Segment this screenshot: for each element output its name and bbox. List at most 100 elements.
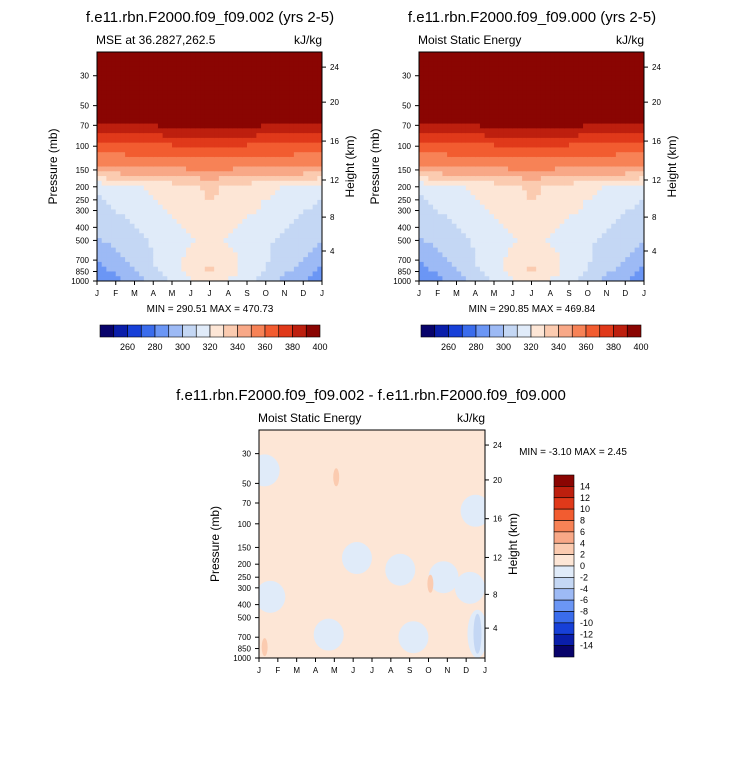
field-cell xyxy=(289,56,295,63)
field-cell xyxy=(256,228,262,234)
field-cell xyxy=(209,52,215,58)
field-cell xyxy=(157,261,164,268)
field-cell xyxy=(111,261,117,268)
field-cell xyxy=(470,238,476,244)
field-cell xyxy=(545,104,551,110)
field-cell xyxy=(172,180,178,187)
x-tick-label: D xyxy=(463,666,469,675)
field-cell xyxy=(470,118,476,125)
field-cell xyxy=(451,209,458,215)
field-cell xyxy=(223,257,229,263)
field-cell xyxy=(564,223,570,230)
field-cell xyxy=(111,156,117,163)
field-cell xyxy=(620,233,626,239)
field-cell xyxy=(162,228,168,234)
field-cell xyxy=(597,128,603,134)
field-cell xyxy=(242,247,248,253)
field-cell xyxy=(279,156,286,163)
field-cell xyxy=(247,61,253,67)
field-cell xyxy=(237,252,243,258)
field-cell xyxy=(442,252,448,258)
field-cell xyxy=(475,238,481,244)
field-cell xyxy=(639,223,644,230)
field-cell xyxy=(214,52,220,58)
field-cell xyxy=(275,171,281,177)
field-cell xyxy=(129,204,136,211)
field-cell xyxy=(312,238,318,244)
field-cell xyxy=(508,214,514,220)
field-cell xyxy=(139,90,145,96)
field-cell xyxy=(111,66,117,72)
field-cell xyxy=(139,61,145,67)
field-cell xyxy=(181,94,187,101)
field-cell xyxy=(470,276,476,281)
field-cell xyxy=(181,123,187,129)
field-cell xyxy=(270,123,276,129)
field-cell xyxy=(559,180,565,187)
field-cell xyxy=(517,233,523,239)
field-cell xyxy=(209,209,215,215)
field-cell xyxy=(606,156,612,163)
field-cell xyxy=(148,133,154,139)
field-cell xyxy=(569,242,575,249)
field-cell xyxy=(209,228,215,234)
field-cell xyxy=(629,118,636,125)
field-cell xyxy=(498,176,504,182)
field-cell xyxy=(615,114,622,120)
field-cell xyxy=(101,133,107,139)
field-cell xyxy=(256,214,262,220)
field-cell xyxy=(120,238,126,244)
field-cell xyxy=(484,223,490,230)
y-tick-label: 150 xyxy=(238,543,252,552)
field-cell xyxy=(442,128,448,134)
field-cell xyxy=(134,176,140,182)
field-cell xyxy=(639,271,644,277)
field-cell xyxy=(270,61,276,67)
field-cell xyxy=(569,199,575,206)
field-cell xyxy=(172,94,178,101)
field-cell xyxy=(564,171,570,177)
field-cell xyxy=(97,238,103,244)
field-cell xyxy=(489,218,495,225)
field-cell xyxy=(456,204,462,211)
field-cell xyxy=(564,180,570,187)
field-cell xyxy=(526,123,533,129)
field-cell xyxy=(606,75,612,82)
field-cell xyxy=(162,123,168,129)
field-cell xyxy=(214,156,220,163)
field-cell xyxy=(186,209,192,215)
field-cell xyxy=(433,109,439,115)
colorbar-swatch xyxy=(461,324,477,338)
x-tick-label: D xyxy=(300,289,306,298)
field-cell xyxy=(498,128,504,134)
field-cell xyxy=(265,261,272,268)
field-cell xyxy=(298,128,304,134)
field-cell xyxy=(461,137,467,144)
field-cell xyxy=(442,180,448,187)
field-cell xyxy=(611,266,617,273)
field-cell xyxy=(181,71,187,77)
field-cell xyxy=(484,147,490,153)
field-cell xyxy=(461,114,467,120)
field-cell xyxy=(115,190,122,196)
field-cell xyxy=(204,161,211,168)
field-cell xyxy=(289,190,295,196)
field-cell xyxy=(423,85,429,91)
field-cell xyxy=(228,99,234,106)
field-cell xyxy=(456,242,462,249)
field-cell xyxy=(559,90,565,96)
field-cell xyxy=(157,247,164,253)
field-cell xyxy=(289,252,295,258)
field-cell xyxy=(437,109,444,115)
field-cell xyxy=(451,61,458,67)
field-cell xyxy=(489,109,495,115)
field-cell xyxy=(307,247,314,253)
field-cell xyxy=(437,233,444,239)
field-cell xyxy=(578,152,584,158)
field-cell xyxy=(181,276,187,281)
field-cell xyxy=(115,223,122,230)
field-cell xyxy=(559,123,565,129)
field-cell xyxy=(111,233,117,239)
colorbar-label: -4 xyxy=(580,584,588,594)
field-cell xyxy=(101,242,107,249)
